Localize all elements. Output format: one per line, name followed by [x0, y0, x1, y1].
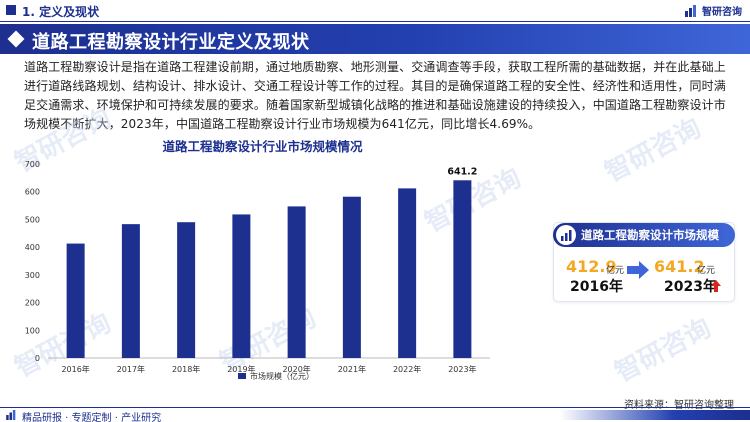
data-label: 641.2 [447, 166, 477, 177]
section-title: 1. 定义及现状 [22, 5, 100, 19]
y-tick-label: 200 [25, 299, 40, 308]
title-band: 道路工程勘察设计行业定义及现状 [0, 24, 750, 54]
x-tick-label: 2018年 [172, 364, 200, 374]
summary-panel-header: 道路工程勘察设计市场规模 [553, 223, 735, 247]
footer-tagline: 精品研报 · 专题定制 · 产业研究 [22, 413, 162, 422]
page-title: 道路工程勘察设计行业定义及现状 [32, 32, 310, 53]
legend-label: 市场规模（亿元） [250, 371, 314, 381]
y-tick-label: 700 [25, 160, 40, 169]
x-tick-label: 2023年 [448, 364, 476, 374]
arrow-right-icon [627, 261, 649, 279]
source-note: 资料来源：智研咨询整理 [624, 400, 734, 411]
end-value: 641.2 [654, 257, 705, 276]
diamond-icon [7, 30, 25, 48]
footer-stripe [560, 410, 750, 420]
footer: 精品研报 · 专题定制 · 产业研究 [0, 408, 750, 422]
x-tick-label: 2020年 [282, 364, 310, 374]
top-header: 1. 定义及现状 智研咨询 [0, 0, 750, 22]
y-tick-label: 0 [35, 354, 40, 363]
end-year: 2023年 [664, 279, 717, 295]
x-tick-label: 2016年 [61, 364, 89, 374]
bar [342, 196, 361, 358]
x-tick-label: 2019年 [227, 364, 255, 374]
x-tick-label: 2021年 [338, 364, 366, 374]
brand-logo: 智研咨询 [685, 3, 742, 18]
bar [398, 188, 417, 358]
y-tick-label: 400 [25, 243, 40, 252]
bottom-divider [0, 407, 750, 408]
chart-badge-icon [556, 225, 576, 245]
bar [232, 214, 251, 358]
y-tick-label: 100 [25, 326, 40, 335]
top-divider [0, 21, 750, 22]
start-value: 412.9 [566, 257, 617, 276]
start-unit: 亿元 [606, 266, 625, 276]
bar [66, 243, 85, 358]
bar [453, 180, 472, 358]
x-tick-label: 2022年 [393, 364, 421, 374]
y-tick-label: 600 [25, 188, 40, 197]
end-unit: 亿元 [697, 266, 716, 276]
y-tick-label: 300 [25, 271, 40, 280]
brand-name: 智研咨询 [702, 7, 742, 18]
chart-title: 道路工程勘察设计行业市场规模情况 [162, 139, 363, 154]
up-arrow-icon [711, 280, 721, 292]
start-year: 2016年 [570, 279, 623, 295]
watermark: 智研咨询 [610, 313, 717, 389]
brand-logo-icon [6, 410, 16, 420]
intro-paragraph: 道路工程勘察设计是指在道路工程建设前期，通过地质勘察、地形测量、交通调查等手段，… [24, 60, 726, 131]
brand-logo-icon [685, 4, 696, 17]
bar [121, 224, 140, 358]
bar [287, 206, 306, 358]
bar [177, 222, 196, 358]
section-square-icon [6, 5, 16, 15]
legend-swatch [238, 373, 246, 379]
x-tick-label: 2017年 [117, 364, 145, 374]
summary-panel-title: 道路工程勘察设计市场规模 [581, 228, 719, 242]
bar-chart: 0 100 200 300 400 500 600 700 2016年 2017年 2018年 201… [25, 160, 490, 381]
y-tick-label: 500 [25, 215, 40, 224]
